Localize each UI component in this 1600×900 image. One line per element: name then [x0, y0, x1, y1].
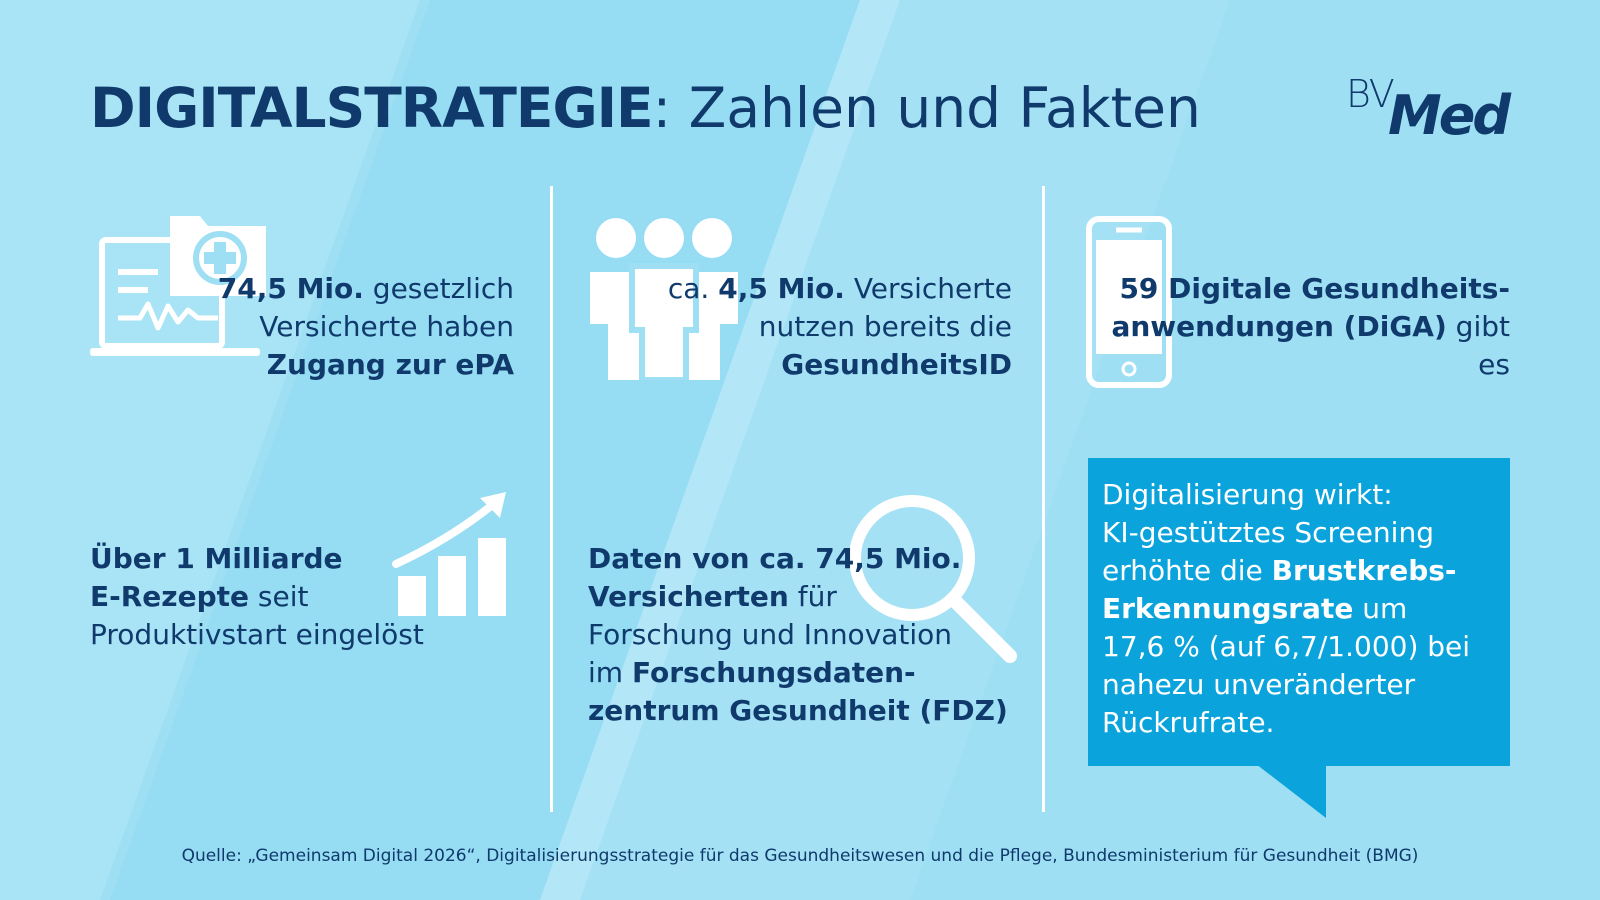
fact-epa-bold1: 74,5 Mio.	[217, 272, 364, 305]
fact-erez-line3: Produktivstart eingelöst	[90, 618, 424, 651]
fact-diga-text2: gibt es	[1446, 310, 1510, 381]
fact-fdz-bold5: zentrum Gesundheit (FDZ)	[588, 694, 1008, 727]
bubble-line1: Digitalisierung wirkt:	[1102, 478, 1393, 511]
bubble-line3-pre: erhöhte die	[1102, 554, 1272, 587]
fact-diga-bold1: 59 Digitale Gesundheits-	[1119, 272, 1510, 305]
fact-gid-bold1: 4,5 Mio.	[718, 272, 845, 305]
fact-diga-bold2: anwendungen (DiGA)	[1111, 310, 1447, 343]
logo-med: Med	[1388, 84, 1511, 147]
fact-gesundheitsid: ca. 4,5 Mio. Versicherte nutzen bereits …	[630, 270, 1012, 384]
fact-fdz: Daten von ca. 74,5 Mio. Versicherten für…	[588, 540, 1018, 730]
fact-gid-line2: nutzen bereits die	[758, 310, 1012, 343]
fact-erezepte: Über 1 Milliarde E-Rezepte seit Produkti…	[90, 540, 530, 654]
fact-fdz-pre4: im	[588, 656, 632, 689]
fact-fdz-line3: Forschung und Innovation	[588, 618, 953, 651]
bubble-line3-bold: Brustkrebs-	[1271, 554, 1457, 587]
fact-fdz-bold1: Daten von ca. 74,5 Mio.	[588, 542, 962, 575]
bubble-line4-bold: Erkennungsrate	[1102, 592, 1354, 625]
bubble-line5: 17,6 % (auf 6,7/1.000) bei	[1102, 630, 1471, 663]
page-title: DIGITALSTRATEGIE: Zahlen und Fakten	[90, 76, 1201, 140]
bubble-line6: nahezu unveränderter	[1102, 668, 1416, 701]
fact-erez-bold2: E-Rezepte	[90, 580, 250, 613]
source-citation: Quelle: „Gemeinsam Digital 2026“, Digita…	[181, 846, 1419, 866]
speech-bubble	[1088, 458, 1510, 766]
fact-gid-pre: ca.	[667, 272, 719, 305]
column-divider-left	[550, 186, 553, 812]
fact-fdz-bold2: Versicherten	[588, 580, 789, 613]
logo-bv: BV	[1346, 72, 1395, 116]
fact-erez-bold1: Über 1 Milliarde	[90, 542, 343, 575]
fact-epa: 74,5 Mio. gesetzlich Versicherte haben Z…	[200, 270, 514, 384]
fact-diga: 59 Digitale Gesundheits- anwendungen (Di…	[1080, 270, 1510, 384]
fact-fdz-bold4: Forschungsdaten-	[631, 656, 916, 689]
fact-erez-text2: seit	[249, 580, 309, 613]
laptop-medical-folder-icon	[90, 216, 266, 356]
bubble-line4-rest: um	[1353, 592, 1408, 625]
title-rest: : Zahlen und Fakten	[652, 76, 1201, 140]
fact-epa-text1: gesetzlich	[363, 272, 514, 305]
column-divider-right	[1042, 186, 1045, 812]
title-bold: DIGITALSTRATEGIE	[90, 76, 654, 140]
smartphone-icon	[1086, 216, 1172, 388]
bvmed-logo: BV Med	[1340, 72, 1511, 147]
magnifier-icon	[849, 495, 1017, 663]
fact-epa-bold2: Zugang zur ePA	[266, 348, 514, 381]
fact-fdz-text2: für	[788, 580, 837, 613]
people-group-icon	[590, 218, 738, 380]
speech-bubble-tail	[1256, 764, 1326, 818]
speech-bubble-text: Digitalisierung wirkt: KI-gestütztes Scr…	[1102, 476, 1502, 742]
growth-chart-icon	[392, 492, 506, 616]
bubble-line2: KI-gestütztes Screening	[1102, 516, 1434, 549]
bubble-line7: Rückrufrate.	[1102, 706, 1275, 739]
fact-gid-text1: Versicherte	[844, 272, 1012, 305]
fact-gid-bold2: GesundheitsID	[781, 348, 1012, 381]
fact-epa-line2: Versicherte haben	[259, 310, 514, 343]
